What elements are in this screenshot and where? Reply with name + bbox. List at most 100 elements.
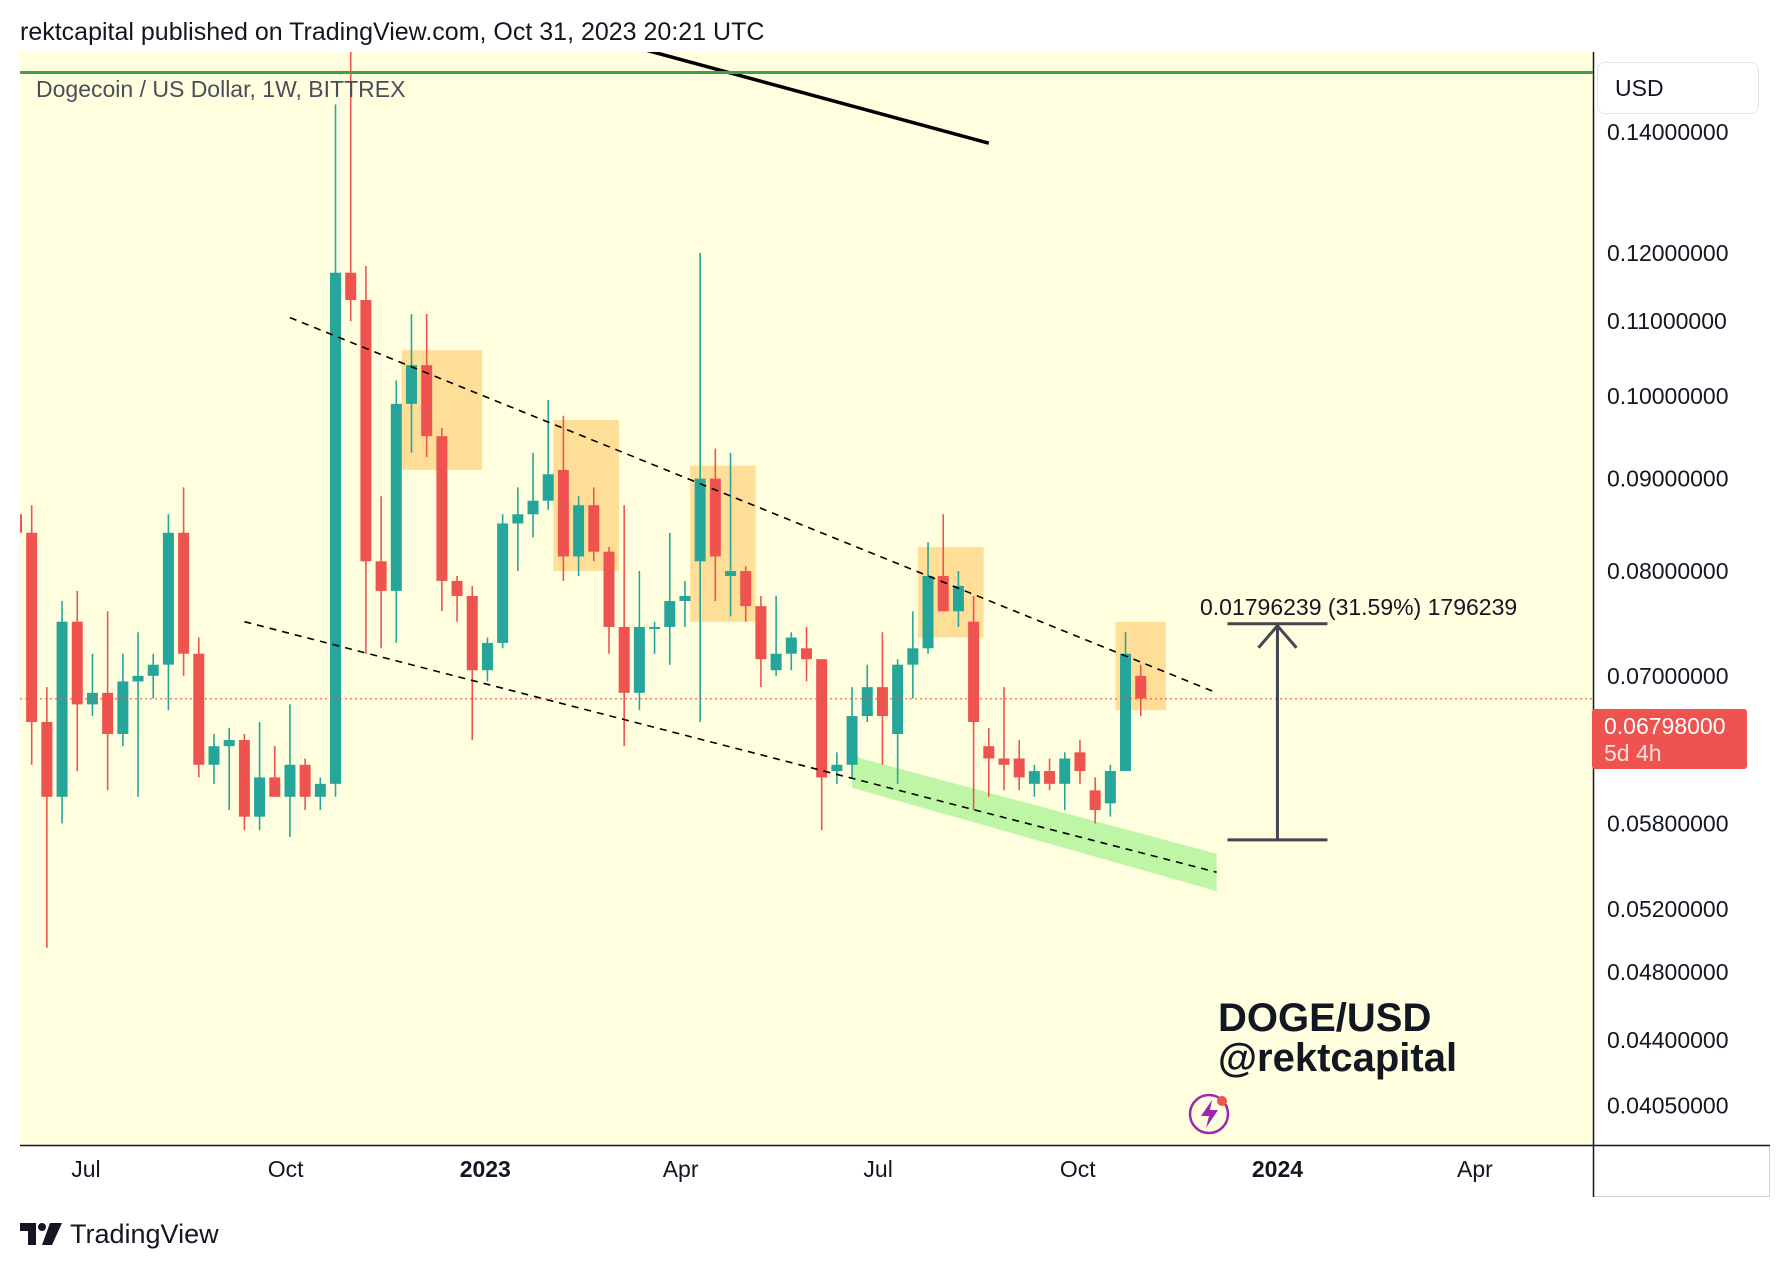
measure-arrowhead [1257,623,1298,649]
candle-up [861,687,873,717]
candle-down [269,777,281,797]
tradingview-logo-icon [20,1223,62,1245]
candle-up [254,777,266,817]
candle-up [542,474,554,501]
candle-up [664,601,676,627]
candle-up [86,692,98,705]
candle-up [314,783,326,797]
x-tick-label: Jul [863,1156,892,1182]
x-tick-label: Oct [268,1156,304,1182]
plot-background [20,52,1593,1145]
candle-down [466,595,478,671]
candle-up [56,621,68,797]
last-price-tag: 0.06798000 5d 4h [1592,709,1747,769]
candle-up [679,595,691,602]
candle-down [102,692,114,734]
candle-up [162,532,174,665]
candle-down [26,532,38,723]
candle-up [1059,758,1071,784]
flash-icon [1188,1093,1230,1135]
wedge-line [289,316,1217,694]
y-tick-label: 0.04400000 [1607,1027,1729,1053]
candle-up [846,716,858,765]
candle-down [193,653,205,765]
candle-up [527,500,539,515]
candle-down [299,764,311,797]
measure-label: 0.01796239 (31.59%) 1796239 [1200,594,1518,620]
y-tick-label: 0.09000000 [1607,466,1729,492]
y-tick-label: 0.08000000 [1607,558,1729,584]
candle-up [725,571,737,576]
bar-countdown: 5d 4h [1604,740,1662,766]
candle-up [573,505,585,557]
tradingview-logo[interactable]: TradingView [20,1218,219,1250]
candle-down [603,551,615,627]
candle-down [41,722,53,797]
y-tick-label: 0.12000000 [1607,240,1729,266]
candle-up [481,642,493,671]
candle-up [132,675,144,682]
y-tick-label: 0.04050000 [1607,1092,1729,1118]
candle-down [1074,752,1086,772]
y-tick-label: 0.14000000 [1607,119,1729,145]
candle-down [709,478,721,557]
candle-up [405,365,417,404]
candle-up [785,637,797,654]
watermark-line2: @rektcapital [1218,1036,1458,1080]
candle-down [1089,790,1101,810]
candle-up [694,478,706,562]
candle-down [1044,771,1056,784]
candle-down [238,740,250,817]
candle-up [512,514,524,524]
candle-down [968,621,980,723]
candle-up [330,272,342,784]
x-tick-label: Jul [71,1156,100,1182]
candle-up [770,653,782,671]
x-tick-label: 2024 [1252,1156,1303,1182]
candle-up [1120,653,1132,772]
candle-down [360,300,372,562]
candle-down [436,436,448,581]
price-axis-background [1593,52,1770,1145]
candle-down [876,687,888,717]
candle-up [497,523,509,643]
candle-up [208,746,220,765]
candle-up [117,681,129,734]
time-axis-background [20,1145,1593,1197]
candle-down [998,758,1010,765]
watermark: DOGE/USD @rektcapital [1218,998,1457,1078]
y-tick-label: 0.11000000 [1607,308,1727,334]
candle-up [1028,771,1040,784]
plot-layer [20,52,1593,948]
candle-up [633,626,645,693]
currency-button[interactable]: USD [1597,62,1759,114]
chart-title: Dogecoin / US Dollar, 1W, BITTREX [36,76,406,102]
y-tick-label: 0.04800000 [1607,959,1729,985]
x-tick-label: Apr [1457,1156,1493,1182]
x-tick-label: 2023 [460,1156,511,1182]
watermark-line1: DOGE/USD [1218,996,1432,1040]
x-tick-label: Oct [1060,1156,1096,1182]
candle-down [588,505,600,552]
candle-down [71,621,83,705]
candle-down [375,561,387,591]
candle-up [147,664,159,676]
candle-up [952,585,964,612]
candle-down [1013,758,1025,778]
candle-down [345,272,357,301]
candle-down [421,365,433,437]
y-tick-label: 0.07000000 [1607,663,1729,689]
candle-up [284,764,296,797]
candlestick-chart[interactable]: 0.14000000 0.12000000 0.11000000 0.10000000… [20,52,1770,1197]
candle-down [451,580,463,596]
candle-down [816,659,828,778]
candle-up [649,626,661,629]
candle-up [390,403,402,591]
candle-down [1135,675,1147,699]
candle-up [892,664,904,734]
y-tick-label: 0.10000000 [1607,383,1729,409]
candle-down [740,571,752,607]
candle-down [20,514,22,533]
candle-down [618,626,630,693]
candle-down [937,575,949,612]
